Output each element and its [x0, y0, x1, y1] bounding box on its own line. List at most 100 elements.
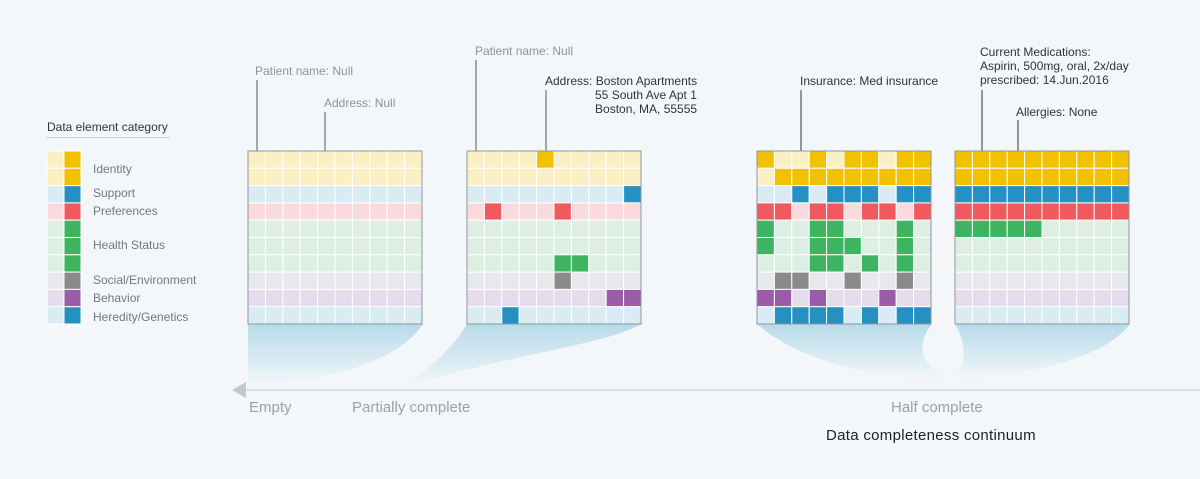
- grid-cell: [1041, 254, 1060, 273]
- grid-cell: [247, 150, 266, 169]
- grid-cell: [913, 271, 932, 290]
- grid-cell: [1076, 288, 1095, 308]
- grid-cell: [317, 185, 336, 204]
- grid-cell: [334, 150, 353, 169]
- grid-cell: [878, 185, 897, 204]
- grid-cell: [1093, 254, 1113, 273]
- legend-label-identity: Identity: [93, 162, 132, 176]
- grid-cell: [826, 167, 845, 187]
- grid-cell: [588, 237, 607, 256]
- grid-cell: [1006, 167, 1026, 187]
- legend-swatch-light-3: [46, 254, 65, 273]
- grid-cell: [553, 288, 572, 308]
- grid-cell: [1111, 306, 1130, 325]
- grid-cell: [282, 237, 301, 256]
- grid-cell: [791, 306, 810, 325]
- grid-cell: [808, 306, 828, 325]
- grid-cell: [553, 254, 572, 273]
- grid-cell: [808, 271, 828, 290]
- grid-cell: [1093, 219, 1113, 238]
- grid-cell: [334, 271, 353, 290]
- grid-cell: [791, 167, 810, 187]
- grid-cell: [895, 185, 915, 204]
- grid-cell: [954, 271, 973, 290]
- grid-cell: [1006, 202, 1026, 221]
- grid-cell: [913, 185, 932, 204]
- grid-cell: [1006, 254, 1026, 273]
- grid-cell: [570, 306, 590, 325]
- grid-cell: [386, 306, 406, 325]
- grid-cell: [466, 202, 485, 221]
- grid-cell: [808, 254, 828, 273]
- grid-cell: [989, 306, 1008, 325]
- grid-cell: [913, 219, 932, 238]
- grid-cell: [501, 150, 520, 169]
- grid-cell: [299, 237, 319, 256]
- grid-cell: [843, 254, 862, 273]
- grid-cell: [553, 219, 572, 238]
- grid-cell: [860, 219, 880, 238]
- grid-cell: [1076, 185, 1095, 204]
- grid-cell: [1111, 185, 1130, 204]
- legend-swatch-light-6: [46, 306, 65, 325]
- grid-cell: [954, 237, 973, 256]
- grid-cell: [369, 185, 388, 204]
- grid-cell: [351, 288, 371, 308]
- grid-cell: [588, 202, 607, 221]
- legend-swatch-light-0: [46, 167, 65, 187]
- legend-swatch-light-1: [46, 185, 65, 204]
- grid-cell: [351, 185, 371, 204]
- grid-cell: [264, 185, 284, 204]
- grid-cell: [826, 288, 845, 308]
- legend-swatch-dark-6: [63, 306, 82, 325]
- grid-cell: [954, 288, 973, 308]
- grid-cell: [791, 237, 810, 256]
- grid-cell: [971, 167, 991, 187]
- grid-cell: [264, 288, 284, 308]
- grid-cell: [773, 237, 793, 256]
- grid-cell: [483, 271, 503, 290]
- grid-cell: [971, 271, 991, 290]
- grid-cell: [1058, 237, 1078, 256]
- legend-label-preferences: Preferences: [93, 204, 158, 218]
- grid-cell: [1058, 271, 1078, 290]
- grid-cell: [843, 306, 862, 325]
- grid-cell: [756, 167, 775, 187]
- grid-cell: [895, 167, 915, 187]
- grid-cell: [247, 288, 266, 308]
- grid-cell: [518, 288, 538, 308]
- grid-cell: [954, 150, 973, 169]
- grid-cell: [826, 237, 845, 256]
- grid-cell: [536, 237, 555, 256]
- grid-cell: [247, 219, 266, 238]
- grid-cell: [808, 219, 828, 238]
- grid-cell: [623, 288, 642, 308]
- grid-cell: [971, 306, 991, 325]
- grid-cell: [247, 185, 266, 204]
- grid-cell: [299, 150, 319, 169]
- grid-cell: [843, 185, 862, 204]
- grid-cell: [623, 150, 642, 169]
- legend-swatch-dark-2: [63, 202, 82, 221]
- grid-cell: [570, 202, 590, 221]
- grid-cell: [317, 202, 336, 221]
- grid-cell: [808, 288, 828, 308]
- grid-cell: [843, 167, 862, 187]
- grid-cell: [386, 254, 406, 273]
- grid-cell: [317, 306, 336, 325]
- grid-cell: [773, 271, 793, 290]
- grid-cell: [623, 219, 642, 238]
- grid-cell: [791, 202, 810, 221]
- grid-cell: [247, 202, 266, 221]
- grid-cell: [1076, 254, 1095, 273]
- grid-cell: [843, 219, 862, 238]
- grid-cell: [501, 237, 520, 256]
- grid-cell: [878, 306, 897, 325]
- grid-cell: [553, 202, 572, 221]
- grid-cell: [483, 237, 503, 256]
- grid-cell: [501, 219, 520, 238]
- grid-cell: [954, 306, 973, 325]
- grid-cell: [895, 306, 915, 325]
- grid-cell: [791, 150, 810, 169]
- legend-swatch-dark-4: [63, 271, 82, 290]
